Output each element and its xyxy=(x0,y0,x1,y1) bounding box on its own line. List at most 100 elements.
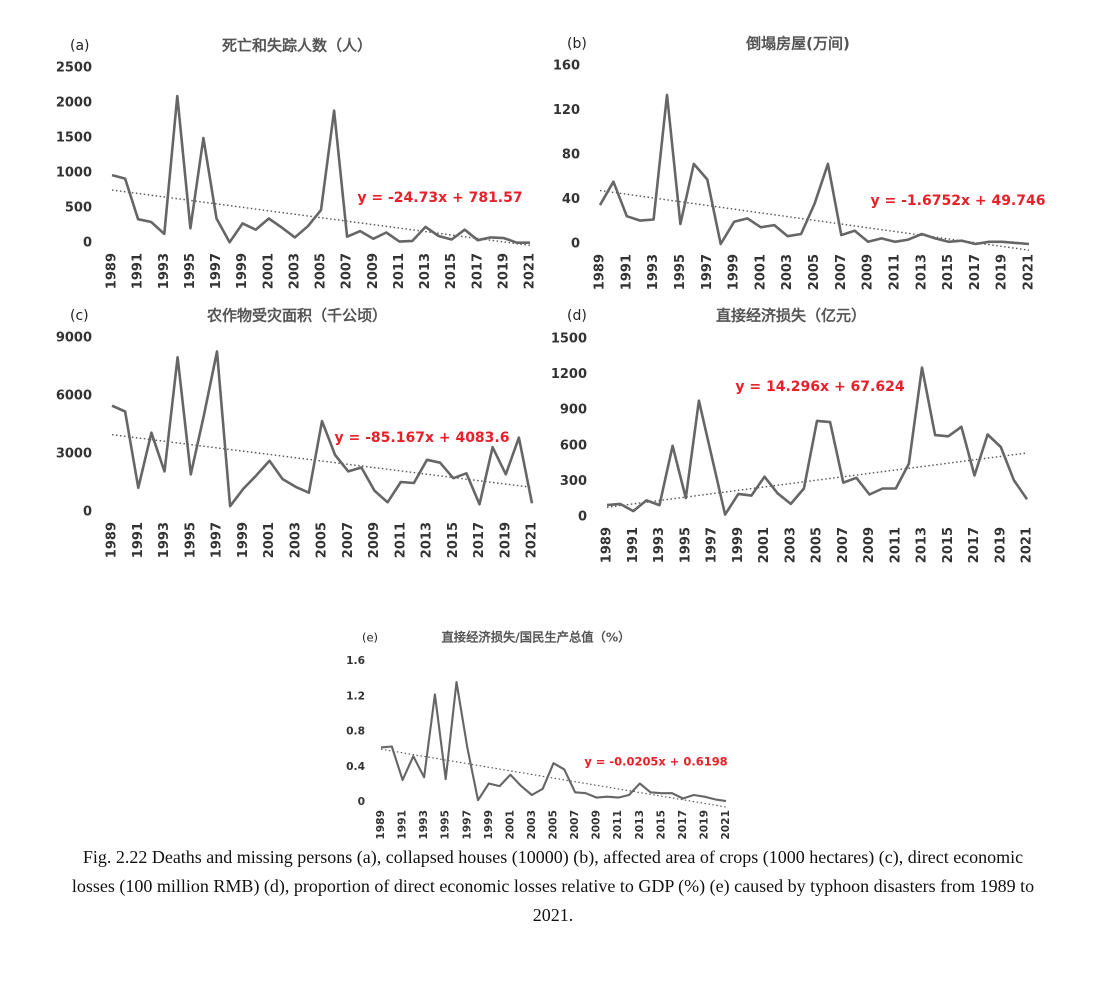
chart-panel-b: (b) 倒塌房屋(万间) 0 40 80 120 160 1989 1991 1993 1995 19… xyxy=(553,35,1046,291)
panel-label: (a) xyxy=(70,38,90,54)
y-tick-label: 160 xyxy=(553,59,580,74)
x-tick-label: 1989 xyxy=(374,810,387,840)
x-tick-label: 2015 xyxy=(941,527,956,563)
x-tick-label: 2011 xyxy=(392,253,407,289)
x-tick-label: 2001 xyxy=(262,522,277,558)
x-tick-label: 2021 xyxy=(525,522,540,558)
x-tick-label: 2019 xyxy=(697,810,710,840)
y-tick-label: 0 xyxy=(358,795,365,808)
x-tick-label: 2011 xyxy=(393,522,408,558)
chart-panel-a: (a) 死亡和失踪人数（人） 0 500 1000 1500 2000 2500 1989 199… xyxy=(56,37,538,290)
trendline-equation: y = -24.73x + 781.57 xyxy=(357,190,522,206)
x-tick-label: 1993 xyxy=(652,527,667,563)
chart-panel-d: (d) 直接经济损失（亿元） 0 300 600 900 1200 1500 1989 1991 1… xyxy=(551,307,1035,564)
x-tick-label: 2001 xyxy=(753,254,768,290)
y-tick-label: 1500 xyxy=(551,332,587,347)
chart-title: 农作物受灾面积（千公顷） xyxy=(206,307,387,325)
x-tick-label: 2001 xyxy=(261,253,276,289)
chart-title: 死亡和失踪人数（人） xyxy=(222,37,372,55)
y-tick-label: 1200 xyxy=(551,367,587,382)
trendline-equation: y = -1.6752x + 49.746 xyxy=(871,193,1046,209)
chart-title: 倒塌房屋(万间) xyxy=(745,35,850,53)
y-tick-label: 300 xyxy=(560,474,587,489)
x-tick-label: 1991 xyxy=(619,254,634,290)
y-tick-label: 600 xyxy=(560,438,587,453)
x-tick-label: 1991 xyxy=(131,522,146,558)
panel-label: (e) xyxy=(362,631,378,645)
x-tick-label: 1995 xyxy=(439,810,452,840)
x-tick-label: 2007 xyxy=(836,527,851,563)
x-tick-label: 2017 xyxy=(470,253,485,289)
x-tick-label: 2001 xyxy=(503,810,516,840)
y-tick-label: 1.2 xyxy=(346,689,365,702)
y-tick-label: 1.6 xyxy=(346,654,365,667)
x-tick-label: 2003 xyxy=(288,522,303,558)
x-tick-label: 2005 xyxy=(547,810,560,840)
x-tick-label: 2017 xyxy=(472,522,487,558)
y-tick-label: 0 xyxy=(571,237,580,252)
x-tick-label: 2011 xyxy=(611,810,624,840)
y-tick-label: 2000 xyxy=(56,96,92,111)
x-tick-label: 2019 xyxy=(995,254,1010,290)
trendline-equation: y = -85.167x + 4083.6 xyxy=(335,430,510,446)
x-tick-label: 1989 xyxy=(593,254,608,290)
x-tick-label: 2019 xyxy=(498,522,513,558)
x-tick-label: 2005 xyxy=(807,254,822,290)
x-tick-label: 1991 xyxy=(396,810,409,840)
x-tick-label: 1989 xyxy=(600,527,615,563)
x-tick-label: 1995 xyxy=(183,522,198,558)
x-tick-label: 2013 xyxy=(418,253,433,289)
x-tick-label: 2019 xyxy=(993,527,1008,563)
y-tick-label: 6000 xyxy=(56,389,92,404)
x-tick-label: 2005 xyxy=(314,253,329,289)
x-tick-label: 1991 xyxy=(131,253,146,289)
y-tick-label: 900 xyxy=(560,403,587,418)
x-tick-label: 2017 xyxy=(676,810,689,840)
chart-panel-e: (e) 直接经济损失/国民生产总值（%） 0 0.4 0.8 1.2 1.6 1989 1991… xyxy=(346,630,732,840)
x-tick-label: 2021 xyxy=(523,253,538,289)
series-line xyxy=(111,350,534,508)
x-tick-label: 2015 xyxy=(446,522,461,558)
x-tick-label: 2011 xyxy=(887,254,902,290)
x-tick-label: 2003 xyxy=(780,254,795,290)
y-tick-label: 80 xyxy=(562,148,580,163)
x-tick-label: 2009 xyxy=(861,254,876,290)
x-tick-label: 2007 xyxy=(341,522,356,558)
x-tick-label: 2013 xyxy=(420,522,435,558)
x-tick-label: 1989 xyxy=(105,522,120,558)
x-tick-label: 2003 xyxy=(783,527,798,563)
x-tick-label: 2007 xyxy=(340,253,355,289)
x-tick-label: 1995 xyxy=(678,527,693,563)
y-tick-label: 2500 xyxy=(56,61,92,76)
x-tick-label: 2007 xyxy=(568,810,581,840)
x-tick-label: 1991 xyxy=(626,527,641,563)
x-tick-label: 1997 xyxy=(460,810,473,840)
y-tick-label: 0.4 xyxy=(346,760,365,773)
x-tick-label: 2015 xyxy=(444,253,459,289)
x-tick-label: 2021 xyxy=(719,810,732,840)
x-tick-label: 2021 xyxy=(1020,527,1035,563)
x-tick-label: 2015 xyxy=(654,810,667,840)
y-tick-label: 3000 xyxy=(56,447,92,462)
x-tick-label: 1993 xyxy=(157,253,172,289)
x-tick-label: 2011 xyxy=(888,527,903,563)
panel-label: (c) xyxy=(70,308,89,324)
x-tick-label: 2013 xyxy=(633,810,646,840)
x-tick-label: 1993 xyxy=(157,522,172,558)
y-tick-label: 0.8 xyxy=(346,725,365,738)
x-tick-label: 2013 xyxy=(915,527,930,563)
x-tick-label: 2019 xyxy=(496,253,511,289)
chart-panel-c: (c) 农作物受灾面积（千公顷） 0 3000 6000 9000 1989 1991 1993… xyxy=(56,307,540,559)
x-tick-label: 1995 xyxy=(673,254,688,290)
series-line xyxy=(606,366,1029,516)
x-tick-label: 2005 xyxy=(810,527,825,563)
series-line xyxy=(380,681,727,803)
series-line xyxy=(598,93,1030,246)
y-tick-label: 1500 xyxy=(56,131,92,146)
x-tick-label: 1999 xyxy=(482,810,495,840)
x-tick-label: 2009 xyxy=(366,253,381,289)
x-tick-label: 2003 xyxy=(287,253,302,289)
figure-caption: Fig. 2.22 Deaths and missing persons (a)… xyxy=(71,847,1035,925)
x-tick-label: 1997 xyxy=(700,254,715,290)
y-tick-label: 0 xyxy=(83,236,92,251)
